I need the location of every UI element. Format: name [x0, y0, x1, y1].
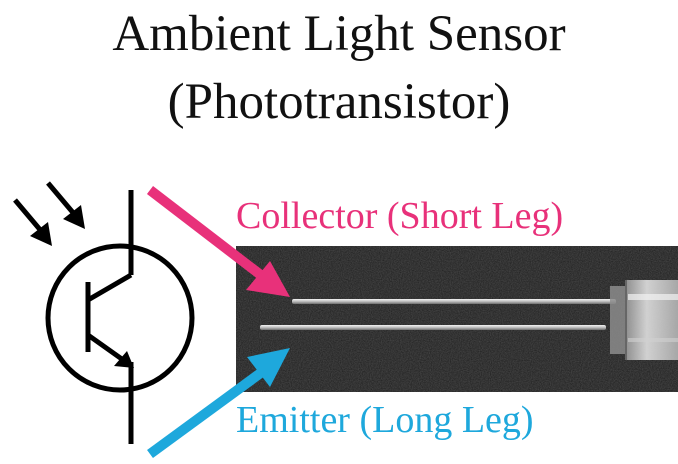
component-photo — [236, 246, 678, 392]
incident-light-arrows-icon — [13, 181, 85, 246]
title-line-2: (Phototransistor) — [167, 74, 511, 130]
phototransistor-symbol-icon — [45, 190, 195, 444]
emitter-arrowhead — [114, 351, 134, 368]
collector-label: Collector (Short Leg) — [236, 195, 564, 237]
collector-leg — [292, 299, 616, 304]
emitter-label: Emitter (Long Leg) — [236, 399, 534, 441]
title-line-1: Ambient Light Sensor — [112, 6, 566, 62]
emitter-leg — [260, 325, 606, 330]
collector-pointer-arrow — [146, 186, 290, 297]
emitter-pointer-arrow — [147, 348, 290, 459]
component-body — [610, 280, 678, 360]
